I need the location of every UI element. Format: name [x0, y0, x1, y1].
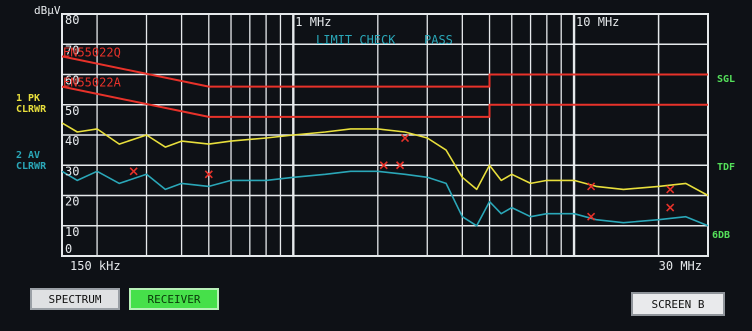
peak-marker-stroke: [395, 161, 405, 170]
trace1-label: 1 PK CLRWR: [16, 93, 46, 115]
peak-marker: [395, 161, 405, 170]
unit-label: dBµV: [34, 4, 61, 17]
limit-check-result: PASS: [424, 33, 453, 47]
y-tick-label: 80: [65, 13, 79, 27]
y-tick-label: 0: [65, 242, 72, 256]
limit-check-label: LIMIT CHECK: [316, 33, 396, 47]
y-tick-label: 60: [65, 74, 79, 88]
trace-2-average-line: [61, 170, 709, 227]
peak-marker-stroke: [666, 185, 675, 194]
y-tick-label: 70: [65, 43, 79, 57]
screen-b-button[interactable]: SCREEN B: [631, 292, 725, 316]
y-tick-label: 10: [65, 225, 79, 239]
trace-1-peak-line: [61, 122, 709, 197]
limit-label-en55022q: EN55022Q: [63, 45, 121, 59]
peak-marker: [400, 133, 410, 143]
spectrum-button[interactable]: SPECTRUM: [30, 288, 120, 310]
sgl-label: SGL: [717, 74, 736, 85]
trace2-label: 2 AV CLRWR: [16, 150, 46, 172]
peak-marker: [666, 203, 675, 212]
limit-label-en55022a: EN55022A: [63, 76, 122, 90]
tdf-label: TDF: [717, 162, 736, 173]
peak-marker-stroke: [666, 203, 675, 212]
peak-marker-stroke: [587, 182, 596, 191]
x-tick-label: 30 MHz: [659, 259, 702, 273]
y-tick-label: 50: [65, 104, 79, 118]
peak-marker: [379, 161, 388, 170]
receiver-button[interactable]: RECEIVER: [129, 288, 219, 310]
trace2-label-line2: CLRWR: [16, 161, 47, 172]
peak-marker: [666, 185, 675, 194]
x-tick-label: 150 kHz: [70, 259, 121, 273]
x-tick-label: 1 MHz: [295, 15, 331, 29]
limit-line-en55022a: [61, 85, 708, 118]
y-tick-label: 30: [65, 164, 79, 178]
trace1-label-line1: 1 PK: [16, 93, 41, 104]
peak-marker: [204, 170, 213, 179]
peak-marker-stroke: [400, 133, 410, 143]
peak-marker: [587, 182, 596, 191]
y-tick-label: 40: [65, 134, 79, 148]
peak-marker-stroke: [129, 167, 138, 176]
limit-line-en55022q: [61, 55, 708, 88]
peak-marker: [129, 167, 138, 176]
6db-label: 6DB: [712, 230, 731, 241]
peak-marker-stroke: [204, 170, 213, 179]
trace1-label-line2: CLRWR: [16, 104, 47, 115]
y-tick-label: 20: [65, 195, 79, 209]
x-tick-label: 10 MHz: [576, 15, 619, 29]
trace2-label-line1: 2 AV: [16, 150, 41, 161]
peak-marker-stroke: [379, 161, 388, 170]
peak-marker-stroke: [587, 212, 596, 221]
peak-marker: [587, 212, 596, 221]
